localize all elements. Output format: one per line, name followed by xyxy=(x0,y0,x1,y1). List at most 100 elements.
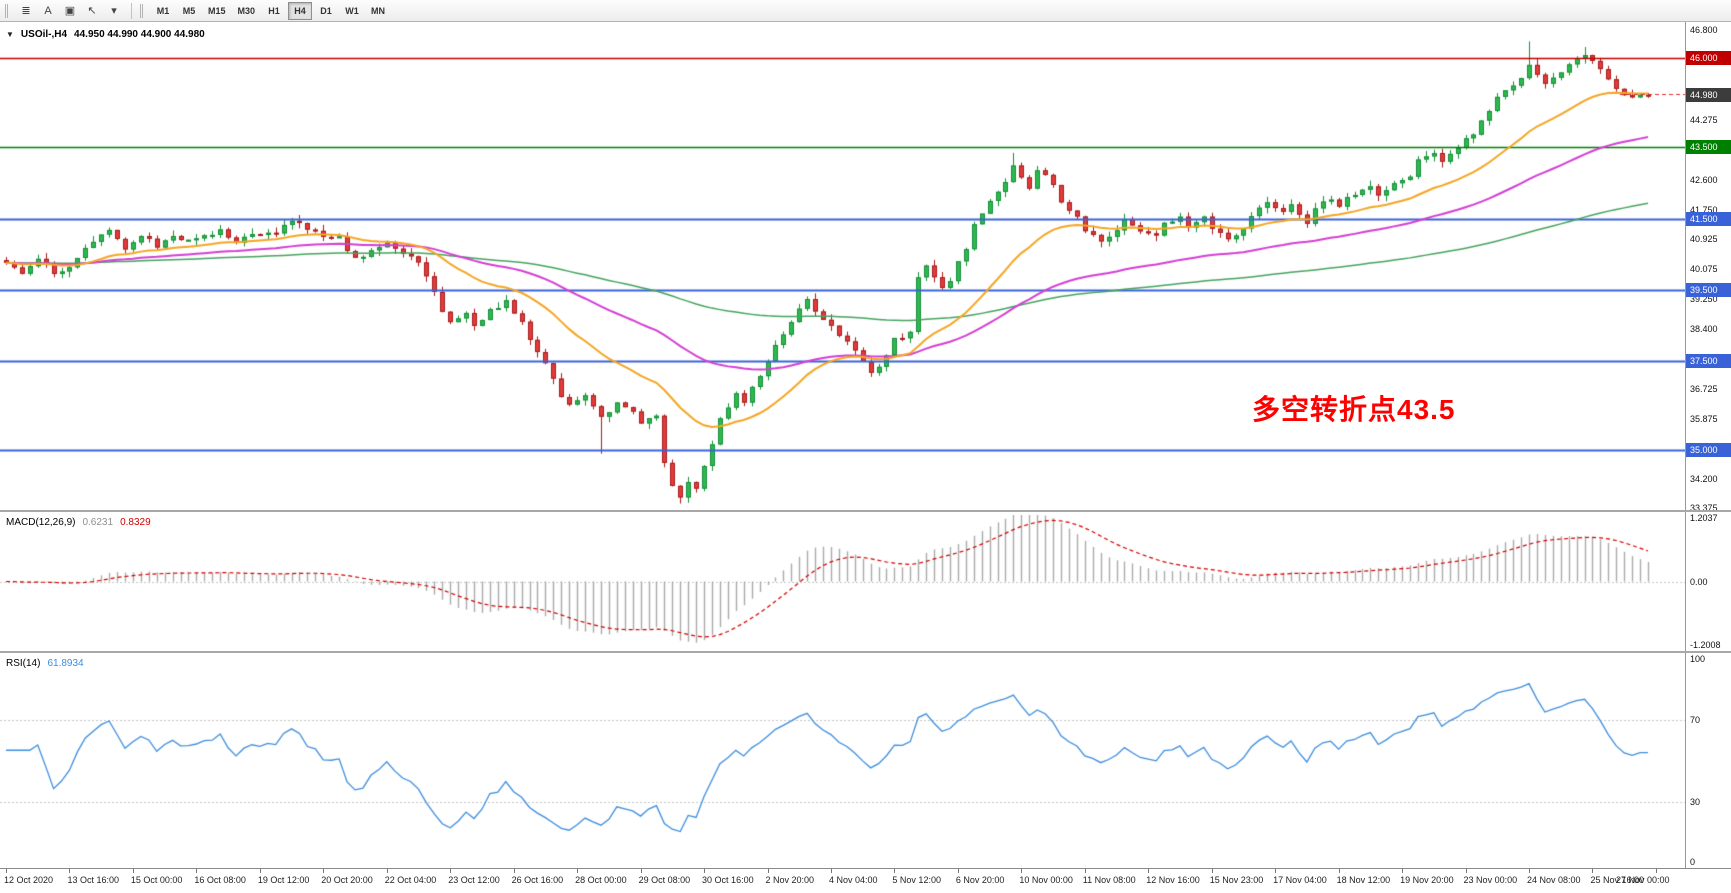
toolbar: ≣ A ▣ ↖ ▾ M1 M5 M15 M30 H1 H4 D1 W1 MN xyxy=(0,0,1731,22)
rsi-axis-tick: 70 xyxy=(1690,714,1701,725)
macd-panel: MACD(12,26,9) 0.6231 0.8329 1.2037 0.00 -1… xyxy=(0,512,1731,651)
rsi-title: RSI(14) xyxy=(6,658,41,669)
macd-header: MACD(12,26,9) 0.6231 0.8329 xyxy=(6,517,151,528)
level-price-badge: 41.500 xyxy=(1686,211,1731,226)
time-tick xyxy=(1655,869,1657,873)
time-label: 26 Oct 16:00 xyxy=(511,875,564,885)
time-label: 10 Nov 00:00 xyxy=(1019,875,1073,885)
rsi-value: 61.8934 xyxy=(47,658,84,669)
time-tick xyxy=(957,869,959,873)
tf-button-d1[interactable]: D1 xyxy=(320,6,332,16)
rsi-header: RSI(14) 61.8934 xyxy=(6,658,84,669)
macd-value-signal: 0.8329 xyxy=(120,517,151,528)
time-label: 15 Nov 23:00 xyxy=(1209,875,1264,885)
timeframe-toolbar: M1 M5 M15 M30 H1 H4 D1 W1 MN xyxy=(150,1,391,20)
ohlc-values: 44.950 44.990 44.900 44.980 xyxy=(74,29,205,40)
macd-axis[interactable]: 1.2037 0.00 -1.2008 xyxy=(1685,512,1731,651)
main-chart-canvas[interactable] xyxy=(0,22,1685,510)
time-label: 18 Nov 12:00 xyxy=(1336,875,1391,885)
time-tick xyxy=(1465,869,1467,873)
panel-divider[interactable] xyxy=(0,510,1731,512)
time-tick xyxy=(1211,869,1213,873)
chart-header: ▼ USOil-,H4 44.950 44.990 44.900 44.980 xyxy=(6,29,205,40)
collapse-arrow-icon[interactable]: ▼ xyxy=(6,30,14,39)
tf-button-w1[interactable]: W1 xyxy=(345,6,359,16)
time-tick xyxy=(1148,869,1150,873)
tf-button-m1[interactable]: M1 xyxy=(156,6,170,16)
time-label: 22 Oct 04:00 xyxy=(384,875,437,885)
dropdown-arrow-icon[interactable]: ▾ xyxy=(111,5,117,17)
macd-canvas[interactable] xyxy=(0,512,1685,651)
macd-title: MACD(12,26,9) xyxy=(6,517,76,528)
price-tick: 34.200 xyxy=(1690,473,1718,484)
tf-button-m5[interactable]: M5 xyxy=(182,6,196,16)
time-label: 16 Oct 08:00 xyxy=(194,875,246,885)
price-tick: 36.725 xyxy=(1690,383,1718,394)
price-tick: 44.275 xyxy=(1690,114,1718,125)
time-label: 12 Nov 16:00 xyxy=(1146,875,1200,885)
price-tick: 40.075 xyxy=(1690,264,1718,275)
time-tick xyxy=(132,869,134,873)
time-tick xyxy=(259,869,261,873)
time-tick xyxy=(1084,869,1086,873)
tf-button-m30[interactable]: M30 xyxy=(237,6,256,16)
time-label: 29 Oct 08:00 xyxy=(638,875,691,885)
rsi-canvas[interactable] xyxy=(0,653,1685,868)
rsi-axis[interactable]: 100 70 30 0 xyxy=(1685,653,1731,868)
tf-button-h4[interactable]: H4 xyxy=(288,2,313,20)
time-axis[interactable]: 12 Oct 2020 13 Oct 16:00 15 Oct 00:00 16 Oc… xyxy=(0,868,1731,893)
tf-button-mn[interactable]: MN xyxy=(371,6,386,16)
time-label: 6 Nov 20:00 xyxy=(955,875,1005,885)
time-tick xyxy=(830,869,832,873)
time-tick xyxy=(577,869,579,873)
price-axis[interactable]: 46.800 44.275 42.600 41.750 40.925 40.075 39.2… xyxy=(1685,22,1731,513)
time-tick xyxy=(1338,869,1340,873)
chart-text-annotation[interactable]: 多空转折点43.5 xyxy=(1252,394,1456,425)
price-tick: 38.400 xyxy=(1690,324,1718,335)
time-tick xyxy=(513,869,515,873)
cursor-tool-icon[interactable]: ↖ xyxy=(87,5,97,17)
toolbar-separator xyxy=(131,2,132,19)
time-tick xyxy=(767,869,769,873)
level-price-badge: 37.500 xyxy=(1686,354,1731,369)
time-tick xyxy=(196,869,198,873)
panel-divider[interactable] xyxy=(0,651,1731,653)
time-label: 24 Nov 08:00 xyxy=(1527,875,1581,885)
price-tick: 40.925 xyxy=(1690,234,1718,245)
time-tick xyxy=(894,869,896,873)
time-tick xyxy=(1529,869,1530,873)
price-tick: 33.375 xyxy=(1690,503,1718,513)
text-frame-icon[interactable]: ▣ xyxy=(64,5,76,17)
macd-value-main: 0.6231 xyxy=(82,517,114,528)
time-label: 15 Oct 00:00 xyxy=(130,875,183,885)
time-tick xyxy=(704,869,706,873)
current-price-badge: 44.980 xyxy=(1686,87,1731,102)
time-label: 28 Oct 00:00 xyxy=(575,875,627,885)
time-tick xyxy=(1402,869,1404,873)
level-price-badge: 35.000 xyxy=(1686,443,1731,458)
level-price-badge: 43.500 xyxy=(1686,140,1731,155)
time-tick xyxy=(6,869,7,873)
chart-list-icon[interactable]: ≣ xyxy=(21,5,31,17)
time-tick xyxy=(1021,869,1023,873)
rsi-axis-tick: 0 xyxy=(1690,857,1696,867)
time-label: 13 Oct 16:00 xyxy=(67,875,119,885)
time-label: 17 Nov 04:00 xyxy=(1273,875,1327,885)
tf-button-m15[interactable]: M15 xyxy=(208,6,226,16)
text-label-icon[interactable]: A xyxy=(44,5,52,17)
time-label: 19 Oct 12:00 xyxy=(257,875,310,885)
time-label: 12 Oct 2020 xyxy=(4,875,54,885)
price-tick: 42.600 xyxy=(1690,174,1718,185)
macd-axis-tick: 1.2037 xyxy=(1690,513,1718,524)
price-tick: 39.250 xyxy=(1690,293,1718,304)
tools-group: ≣ A ▣ ↖ ▾ xyxy=(15,1,125,20)
time-label: 25 Nov 16:00 xyxy=(1590,875,1645,885)
tf-button-h1[interactable]: H1 xyxy=(268,6,280,16)
symbol-title: USOil-,H4 xyxy=(20,29,68,40)
price-tick: 41.750 xyxy=(1690,204,1718,215)
main-chart-panel: ▼ USOil-,H4 44.950 44.990 44.900 44.980 … xyxy=(0,22,1731,513)
time-label: 4 Nov 04:00 xyxy=(828,875,878,885)
toolbar-drag-handle[interactable] xyxy=(5,3,10,18)
timeframe-toolbar-drag-handle[interactable] xyxy=(140,3,145,18)
time-label: 19 Nov 20:00 xyxy=(1400,875,1454,885)
